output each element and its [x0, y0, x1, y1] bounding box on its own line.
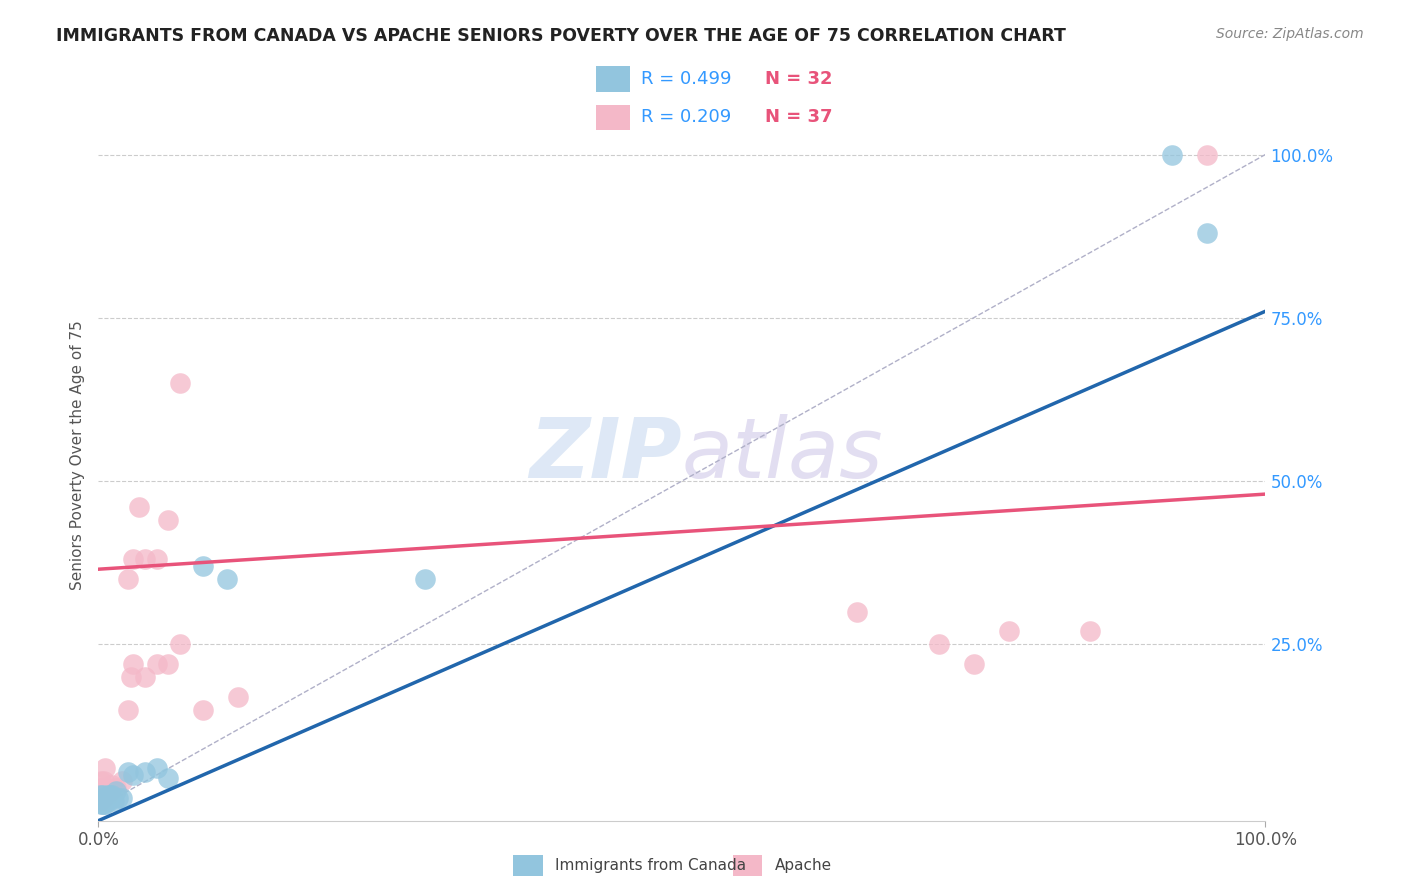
Point	[228, 690, 250, 704]
Point	[169, 637, 191, 651]
Point	[157, 513, 180, 527]
Bar	[596, 66, 630, 92]
Point	[111, 790, 134, 805]
Point	[146, 552, 169, 566]
Point	[91, 788, 114, 802]
Point	[1195, 226, 1218, 240]
Point	[193, 558, 215, 573]
Point	[97, 788, 120, 802]
Point	[122, 768, 145, 782]
Point	[89, 788, 111, 802]
Point	[91, 794, 114, 808]
Point	[146, 657, 169, 671]
Point	[90, 794, 112, 808]
Text: IMMIGRANTS FROM CANADA VS APACHE SENIORS POVERTY OVER THE AGE OF 75 CORRELATION : IMMIGRANTS FROM CANADA VS APACHE SENIORS…	[56, 27, 1066, 45]
Point	[846, 605, 869, 619]
Point	[1195, 147, 1218, 161]
Point	[104, 780, 127, 795]
Point	[94, 794, 117, 808]
Text: Apache: Apache	[775, 858, 832, 872]
Point	[97, 788, 120, 802]
Point	[122, 552, 145, 566]
Point	[103, 794, 125, 808]
Point	[104, 784, 127, 798]
Point	[90, 794, 112, 808]
Point	[101, 788, 124, 802]
Point	[146, 761, 169, 775]
Point	[122, 657, 145, 671]
Text: R = 0.499: R = 0.499	[641, 70, 731, 87]
Point	[94, 797, 117, 812]
Bar	[596, 104, 630, 130]
Y-axis label: Seniors Poverty Over the Age of 75: Seniors Poverty Over the Age of 75	[69, 320, 84, 590]
Point	[97, 794, 120, 808]
Point	[90, 780, 112, 795]
Point	[157, 657, 180, 671]
Point	[90, 797, 112, 812]
Point	[1161, 147, 1184, 161]
Point	[98, 788, 121, 802]
Point	[157, 771, 180, 785]
Text: Immigrants from Canada: Immigrants from Canada	[555, 858, 747, 872]
Point	[117, 572, 139, 586]
Text: N = 32: N = 32	[765, 70, 832, 87]
Point	[117, 764, 139, 779]
Point	[134, 552, 156, 566]
Point	[134, 764, 156, 779]
Point	[120, 670, 142, 684]
Point	[93, 797, 115, 812]
Point	[93, 774, 115, 789]
Text: ZIP: ZIP	[529, 415, 682, 495]
Point	[117, 703, 139, 717]
Point	[962, 657, 984, 671]
Point	[91, 788, 114, 802]
Point	[94, 761, 117, 775]
Point	[1080, 624, 1102, 639]
Point	[96, 794, 118, 808]
Point	[98, 784, 121, 798]
Point	[134, 670, 156, 684]
Point	[215, 572, 238, 586]
Point	[89, 788, 111, 802]
Text: Source: ZipAtlas.com: Source: ZipAtlas.com	[1216, 27, 1364, 41]
Point	[169, 376, 191, 390]
Text: atlas: atlas	[682, 415, 883, 495]
Point	[93, 780, 115, 795]
Point	[90, 774, 112, 789]
Point	[100, 790, 122, 805]
Bar	[513, 855, 543, 876]
Point	[90, 780, 112, 795]
Point	[107, 790, 129, 805]
Point	[128, 500, 150, 515]
Point	[89, 794, 111, 808]
Point	[413, 572, 436, 586]
Point	[89, 794, 111, 808]
Text: N = 37: N = 37	[765, 109, 832, 127]
Text: R = 0.209: R = 0.209	[641, 109, 731, 127]
Point	[93, 790, 115, 805]
Point	[928, 637, 950, 651]
Point	[90, 794, 112, 808]
Point	[997, 624, 1019, 639]
Point	[90, 797, 112, 812]
Point	[101, 778, 124, 792]
Point	[193, 703, 215, 717]
Bar	[733, 855, 762, 876]
Point	[111, 774, 134, 789]
